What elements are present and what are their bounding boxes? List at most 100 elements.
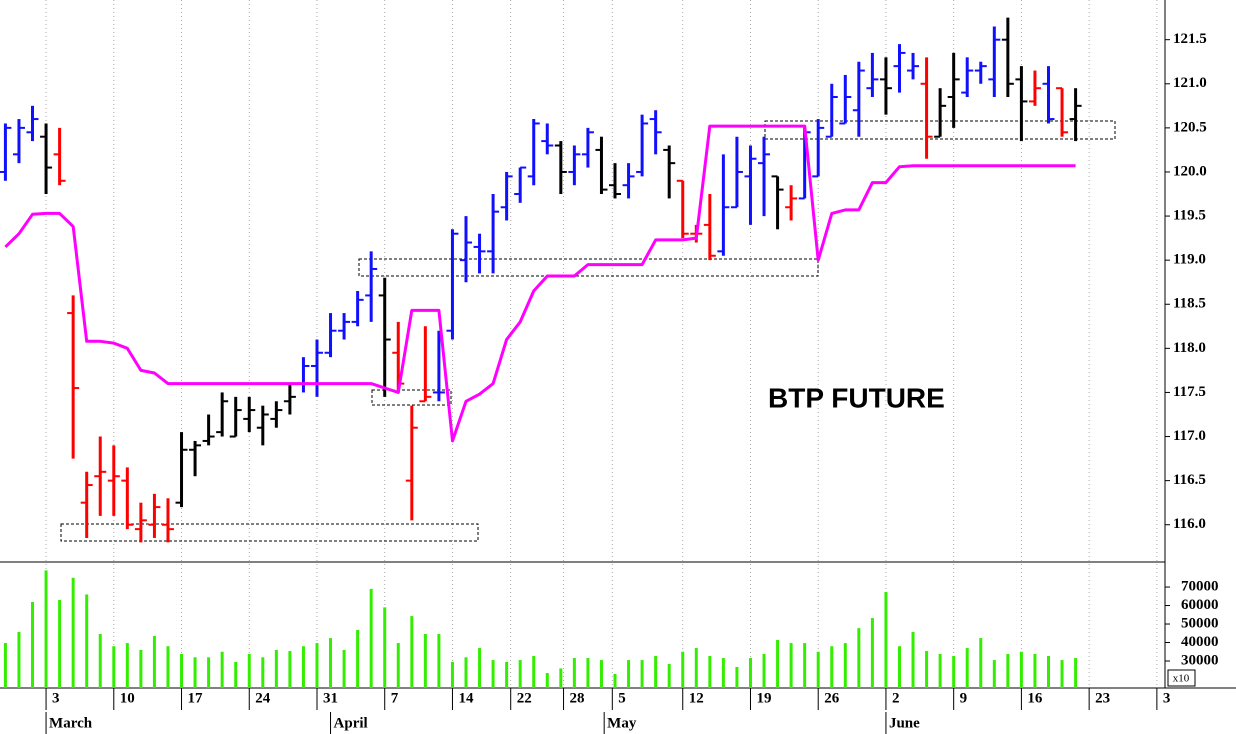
volume-bar [911,631,915,688]
y-tick-label: 120.5 [1173,119,1207,135]
x-tick-label: 12 [689,690,704,706]
volume-bar [193,657,197,688]
volume-bar [98,634,102,688]
volume-bar [572,658,576,688]
volume-bar [58,599,62,688]
x-tick-label: 5 [618,690,626,706]
volume-bar [464,657,468,688]
volume-bar [220,651,224,688]
volume-bar [247,653,251,688]
x-tick-label: 16 [1027,690,1043,706]
volume-bar [870,618,874,688]
volume-bar [952,656,956,688]
y-tick-label: 120.0 [1173,163,1207,179]
y-tick-label: 118.0 [1173,340,1206,356]
volume-bar [207,657,211,688]
multiplier-box [1167,669,1196,687]
x-tick-label: 17 [188,690,204,706]
x-tick-label: 2 [892,690,900,706]
volume-bar [71,577,75,688]
volume-bar [166,646,170,688]
volume-bar [830,646,834,688]
volume-bar [816,651,820,688]
y-tick-label: 121.0 [1173,75,1207,91]
volume-bar [857,628,861,688]
x-tick-label: 3 [52,690,60,706]
x-tick-label: 26 [824,690,840,706]
volume-bar [450,661,454,688]
volume-bar [897,646,901,688]
x-tick-label: 9 [960,690,968,706]
month-label: March [49,715,93,731]
volume-bar [559,668,563,688]
range-box [60,523,479,542]
volume-bar [288,651,292,688]
volume-bar [762,653,766,688]
volume-bar [315,643,319,688]
volume-bar [708,656,712,688]
volume-bar [505,661,509,688]
y-tick-label: 119.5 [1173,208,1206,224]
volume-bar [843,643,847,688]
volume-bar [1060,660,1064,688]
y-tick-label: 50000 [1181,615,1219,631]
volume-bar [518,660,522,688]
volume-bar [938,653,942,688]
range-box [358,258,819,277]
y-tick-label: 117.5 [1173,384,1206,400]
volume-bar [735,666,739,688]
volume-bar [491,660,495,688]
volume-bar [329,638,333,688]
volume-bar [979,638,983,688]
y-tick-label: 116.5 [1173,472,1206,488]
volume-bar [667,663,671,688]
x-tick-label: 28 [570,690,585,706]
y-tick-label: 117.0 [1173,428,1206,444]
volume-bar [396,643,400,688]
volume-bar [478,648,482,688]
y-tick-label: 121.5 [1173,31,1207,47]
volume-bar [654,656,658,688]
x-tick-label: 3 [1163,690,1171,706]
x-tick-label: 7 [391,690,399,706]
volume-bar [803,643,807,688]
month-label: June [889,715,920,731]
grid [45,0,1158,688]
volume-bar [925,651,929,688]
y-tick-label: 40000 [1181,634,1219,650]
volume-bar [1074,658,1078,688]
volume-bar [44,570,48,688]
volume-bar [112,646,116,688]
volume-bar [1033,653,1037,688]
x-tick-label: 31 [323,690,338,706]
volume-bar [3,643,7,688]
x-tick-label: 23 [1095,690,1110,706]
volume-bar [17,631,21,688]
y-tick-label: 118.5 [1173,296,1206,312]
y-tick-label: 119.0 [1173,252,1206,268]
trend-line [4,124,1076,443]
volume-bar [721,658,725,688]
volume-bar [640,660,644,688]
volume-bar [599,660,603,688]
volume-bar [545,673,549,688]
month-label: April [334,715,368,731]
volume-bar [383,607,387,688]
chart-title: BTP FUTURE [768,382,945,413]
volume-bar [152,636,156,688]
volume-bar [410,616,414,688]
x-tick-label: 24 [255,690,270,706]
volume-bar [532,656,536,688]
month-label: May [607,715,637,731]
volume-bar [992,660,996,688]
volume-bar [31,602,35,688]
volume-bar [1006,653,1010,688]
volume-bar [356,629,360,688]
y-tick-label: 60000 [1181,597,1219,613]
y-tick-label: 30000 [1181,652,1219,668]
volume-bar [369,588,373,688]
volume-bar [884,592,888,688]
volume-bar [437,634,441,688]
volume-bar [301,646,305,688]
